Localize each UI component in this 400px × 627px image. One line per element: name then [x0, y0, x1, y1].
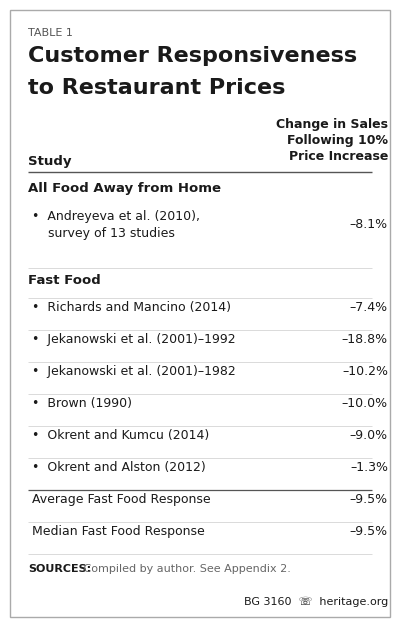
Text: Compiled by author. See Appendix 2.: Compiled by author. See Appendix 2.: [80, 564, 291, 574]
Text: SOURCES:: SOURCES:: [28, 564, 91, 574]
Text: –9.5%: –9.5%: [350, 525, 388, 538]
Text: •  Richards and Mancino (2014): • Richards and Mancino (2014): [32, 301, 231, 314]
Text: Median Fast Food Response: Median Fast Food Response: [32, 525, 205, 538]
Text: Customer Responsiveness: Customer Responsiveness: [28, 46, 357, 66]
Text: •  Okrent and Alston (2012): • Okrent and Alston (2012): [32, 461, 206, 474]
Text: Study: Study: [28, 155, 72, 168]
Text: •  Jekanowski et al. (2001)–1992: • Jekanowski et al. (2001)–1992: [32, 333, 236, 346]
Text: –18.8%: –18.8%: [342, 333, 388, 346]
Text: Average Fast Food Response: Average Fast Food Response: [32, 493, 211, 506]
Text: All Food Away from Home: All Food Away from Home: [28, 182, 221, 195]
Text: –1.3%: –1.3%: [350, 461, 388, 474]
Text: BG 3160  ☏  heritage.org: BG 3160 ☏ heritage.org: [244, 597, 388, 607]
Text: –7.4%: –7.4%: [350, 301, 388, 314]
Text: survey of 13 studies: survey of 13 studies: [32, 227, 175, 240]
Text: •  Jekanowski et al. (2001)–1982: • Jekanowski et al. (2001)–1982: [32, 365, 236, 378]
Text: TABLE 1: TABLE 1: [28, 28, 73, 38]
Text: –9.5%: –9.5%: [350, 493, 388, 506]
Text: Fast Food: Fast Food: [28, 274, 101, 287]
Text: •  Okrent and Kumcu (2014): • Okrent and Kumcu (2014): [32, 429, 209, 442]
Text: Change in Sales
Following 10%
Price Increase: Change in Sales Following 10% Price Incr…: [276, 118, 388, 163]
Text: –10.2%: –10.2%: [342, 365, 388, 378]
Text: –10.0%: –10.0%: [342, 397, 388, 410]
Text: •  Brown (1990): • Brown (1990): [32, 397, 132, 410]
Text: to Restaurant Prices: to Restaurant Prices: [28, 78, 285, 98]
Text: •  Andreyeva et al. (2010),: • Andreyeva et al. (2010),: [32, 210, 200, 223]
Text: –9.0%: –9.0%: [350, 429, 388, 442]
Text: –8.1%: –8.1%: [350, 218, 388, 231]
